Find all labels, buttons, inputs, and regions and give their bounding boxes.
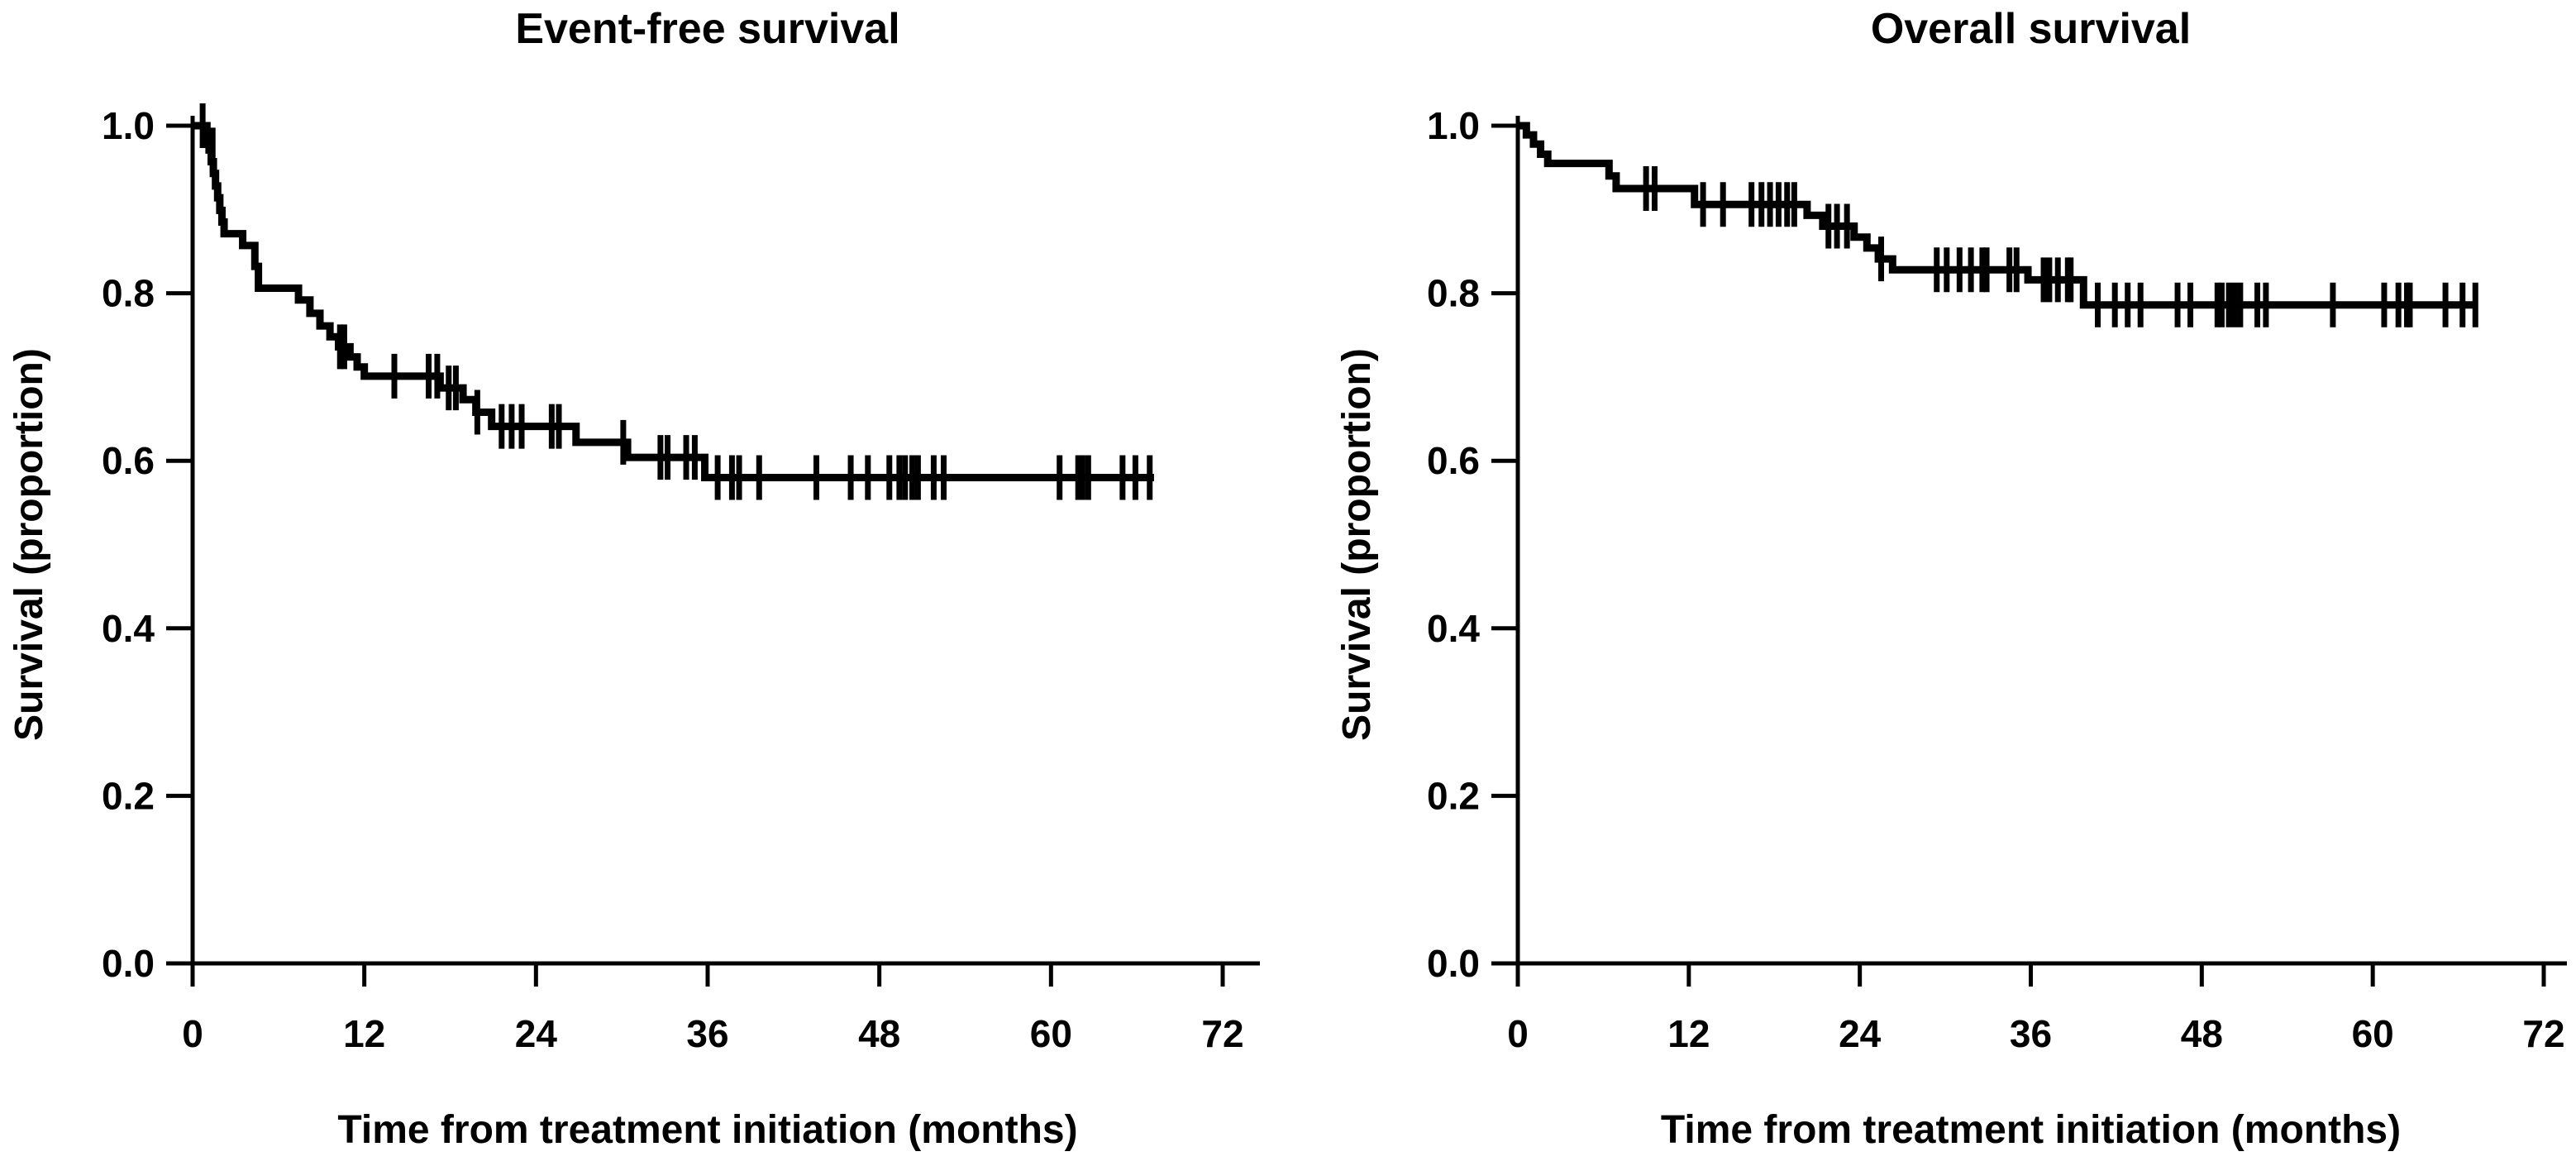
- y-tick-label: 0.2: [1427, 774, 1480, 817]
- event-free-survival-panel: Event-free survival Time from treatment …: [7, 5, 1260, 1152]
- x-axis-label: Time from treatment initiation (months): [337, 1108, 1077, 1152]
- survival-step-curve: [193, 122, 1154, 481]
- y-tick-label: 0.2: [102, 774, 155, 817]
- overall-survival-panel: Overall survival Time from treatment ini…: [1288, 0, 2576, 1166]
- x-tick-label: 48: [2181, 1012, 2223, 1055]
- overall-survival-chart: Overall survival Time from treatment ini…: [1335, 5, 2567, 1152]
- x-tick-label: 24: [515, 1012, 558, 1055]
- y-axis-label: Survival (proportion): [7, 348, 51, 741]
- chart-title: Overall survival: [1871, 5, 2191, 53]
- y-axis-label: Survival (proportion): [1335, 348, 1379, 741]
- x-tick-label: 0: [182, 1012, 203, 1055]
- x-tick-label: 72: [2522, 1012, 2564, 1055]
- y-tick-label: 0.0: [102, 942, 155, 985]
- axes: 1.0 0.8 0.6 0.4 0.2 0.0 0 12 24 36 48 60 72: [1427, 104, 2567, 1055]
- y-tick-label: 0.6: [1427, 439, 1480, 482]
- x-tick-label: 72: [1201, 1012, 1243, 1055]
- km-curve: [193, 122, 1154, 481]
- x-tick-label: 36: [686, 1012, 728, 1055]
- y-tick-label: 1.0: [1427, 104, 1480, 147]
- censor-marks: [199, 103, 1153, 500]
- x-tick-label: 12: [1667, 1012, 1710, 1055]
- x-tick-label: 60: [1030, 1012, 1072, 1055]
- y-tick-label: 0.8: [1427, 272, 1480, 315]
- x-tick-label: 60: [2352, 1012, 2394, 1055]
- x-tick-label: 36: [2010, 1012, 2052, 1055]
- y-tick-label: 1.0: [102, 104, 155, 147]
- x-tick-label: 0: [1507, 1012, 1529, 1055]
- x-tick-label: 48: [858, 1012, 900, 1055]
- censor-marks: [1643, 165, 2478, 327]
- y-tick-label: 0.6: [102, 439, 155, 482]
- axes: 1.0 0.8 0.6 0.4 0.2 0.0 0 12 24 36 48 60 72: [102, 104, 1260, 1055]
- y-tick-label: 0.8: [102, 272, 155, 315]
- survival-step-curve: [1518, 122, 2477, 309]
- x-tick-label: 12: [343, 1012, 385, 1055]
- x-axis-label: Time from treatment initiation (months): [1661, 1108, 2401, 1152]
- event-free-survival-chart: Event-free survival Time from treatment …: [7, 5, 1260, 1152]
- x-tick-label: 24: [1839, 1012, 1882, 1055]
- y-tick-label: 0.4: [102, 607, 155, 650]
- y-tick-label: 0.0: [1427, 942, 1480, 985]
- chart-title: Event-free survival: [515, 5, 899, 53]
- y-tick-label: 0.4: [1427, 607, 1480, 650]
- km-curve: [1518, 122, 2477, 309]
